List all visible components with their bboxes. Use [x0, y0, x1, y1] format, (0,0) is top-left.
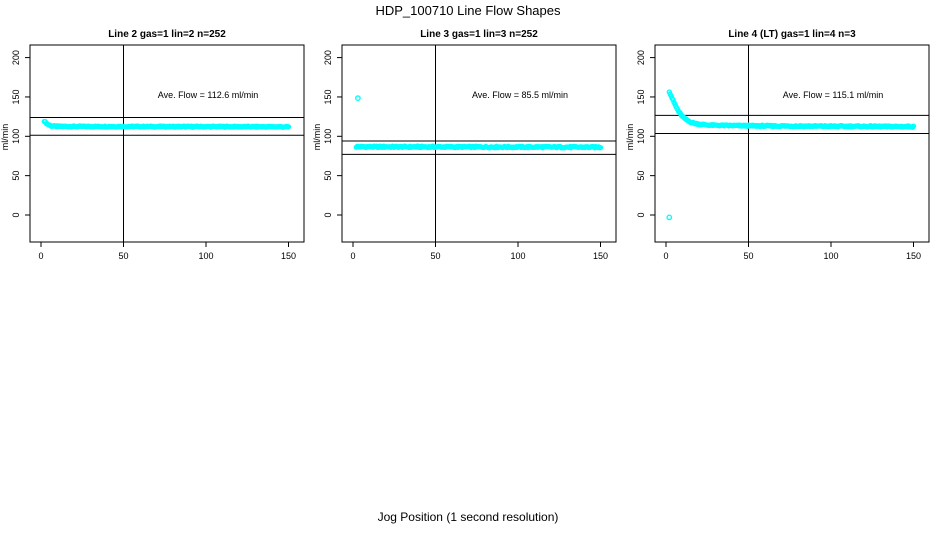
y-tick-label: 0: [11, 212, 21, 217]
x-tick-label: 150: [593, 251, 608, 261]
data-point: [285, 124, 292, 130]
x-tick-label: 50: [430, 251, 440, 261]
outlier-point: [666, 214, 673, 221]
y-tick-label: 0: [636, 212, 646, 217]
y-tick-label: 100: [11, 129, 21, 144]
plot-line4: Line 4 (LT) gas=1 lin=4 n=3 Ave. Flow = …: [625, 29, 930, 261]
plot3-graphics: 0 50 100 150 0 50 100 150 200: [636, 44, 930, 261]
plot2-title: Line 3 gas=1 lin=3 n=252: [420, 29, 538, 40]
x-tick-label: 150: [906, 251, 921, 261]
plot1-title: Line 2 gas=1 lin=2 n=252: [108, 29, 226, 40]
plot-line2: Line 2 gas=1 lin=2 n=252 Ave. Flow = 112…: [0, 29, 305, 261]
y-tick-label: 200: [11, 50, 21, 65]
plot1-graphics: 0 50 100 150 0 50 100 150 200: [11, 44, 305, 261]
outlier-point: [354, 95, 361, 102]
plot1-y-axis-label: ml/min: [0, 124, 10, 151]
plot2-ave-flow-annotation: Ave. Flow = 85.5 ml/min: [472, 90, 568, 100]
x-tick-label: 50: [118, 251, 128, 261]
y-tick-label: 100: [323, 129, 333, 144]
plot-line3: Line 3 gas=1 lin=3 n=252 Ave. Flow = 85.…: [312, 29, 617, 261]
figure-title: HDP_100710 Line Flow Shapes: [375, 3, 561, 18]
y-tick-label: 50: [636, 171, 646, 181]
y-tick-label: 200: [636, 50, 646, 65]
y-tick-label: 100: [636, 129, 646, 144]
y-tick-label: 0: [323, 212, 333, 217]
x-tick-label: 50: [743, 251, 753, 261]
plot3-y-axis-label: ml/min: [625, 124, 635, 151]
x-tick-label: 150: [281, 251, 296, 261]
data-point: [670, 97, 676, 103]
x-tick-label: 0: [663, 251, 668, 261]
x-tick-label: 100: [823, 251, 838, 261]
data-point: [910, 123, 917, 129]
x-tick-label: 100: [198, 251, 213, 261]
x-tick-label: 100: [510, 251, 525, 261]
plot-box: [341, 44, 617, 243]
y-tick-label: 150: [636, 89, 646, 104]
plot-box: [654, 44, 930, 243]
data-point: [597, 144, 604, 151]
x-axis-label: Jog Position (1 second resolution): [377, 510, 559, 524]
y-tick-label: 150: [323, 89, 333, 104]
y-tick-label: 150: [11, 89, 21, 104]
x-tick-label: 0: [350, 251, 355, 261]
plot3-ave-flow-annotation: Ave. Flow = 115.1 ml/min: [783, 90, 883, 100]
plot1-ave-flow-annotation: Ave. Flow = 112.6 ml/min: [158, 90, 258, 100]
y-tick-label: 50: [11, 171, 21, 181]
y-tick-label: 200: [323, 50, 333, 65]
y-tick-label: 50: [323, 171, 333, 181]
plot3-title: Line 4 (LT) gas=1 lin=4 n=3: [728, 29, 856, 40]
plot-box: [29, 44, 305, 243]
plot2-y-axis-label: ml/min: [312, 124, 322, 151]
x-tick-label: 0: [38, 251, 43, 261]
plot2-graphics: 0 50 100 150 0 50 100 150 200: [323, 44, 617, 261]
